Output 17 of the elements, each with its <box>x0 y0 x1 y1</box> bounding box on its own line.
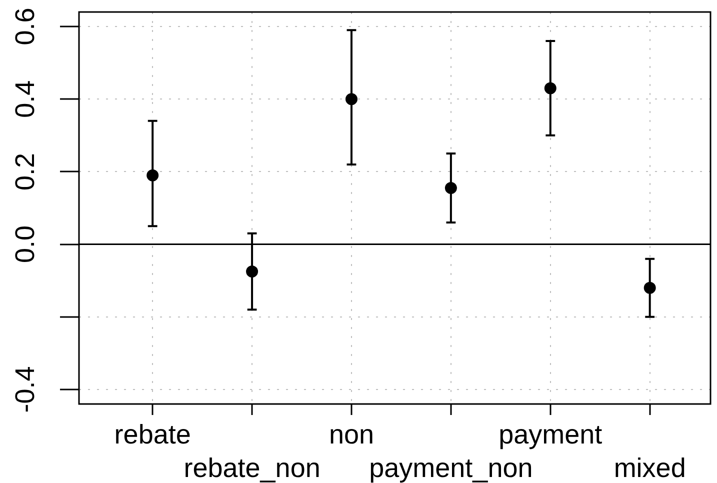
x-tick-label: payment_non <box>369 453 533 483</box>
point <box>246 266 258 278</box>
point <box>544 82 556 94</box>
x-tick-label: mixed <box>614 453 686 483</box>
x-tick-label: rebate_non <box>184 453 320 483</box>
point <box>444 182 457 194</box>
y-tick-label: 0.6 <box>10 8 40 46</box>
y-tick-label: 0.2 <box>10 152 40 190</box>
x-tick-label: payment <box>498 419 603 450</box>
x-tick-label: rebate <box>114 419 191 450</box>
x-tick-label: non <box>328 419 374 450</box>
y-tick-label: -0.4 <box>10 366 40 413</box>
y-tick-label: 0.4 <box>10 80 40 118</box>
y-tick-label: 0.0 <box>10 226 40 264</box>
point <box>146 169 159 182</box>
point <box>345 93 358 106</box>
point <box>644 282 656 294</box>
